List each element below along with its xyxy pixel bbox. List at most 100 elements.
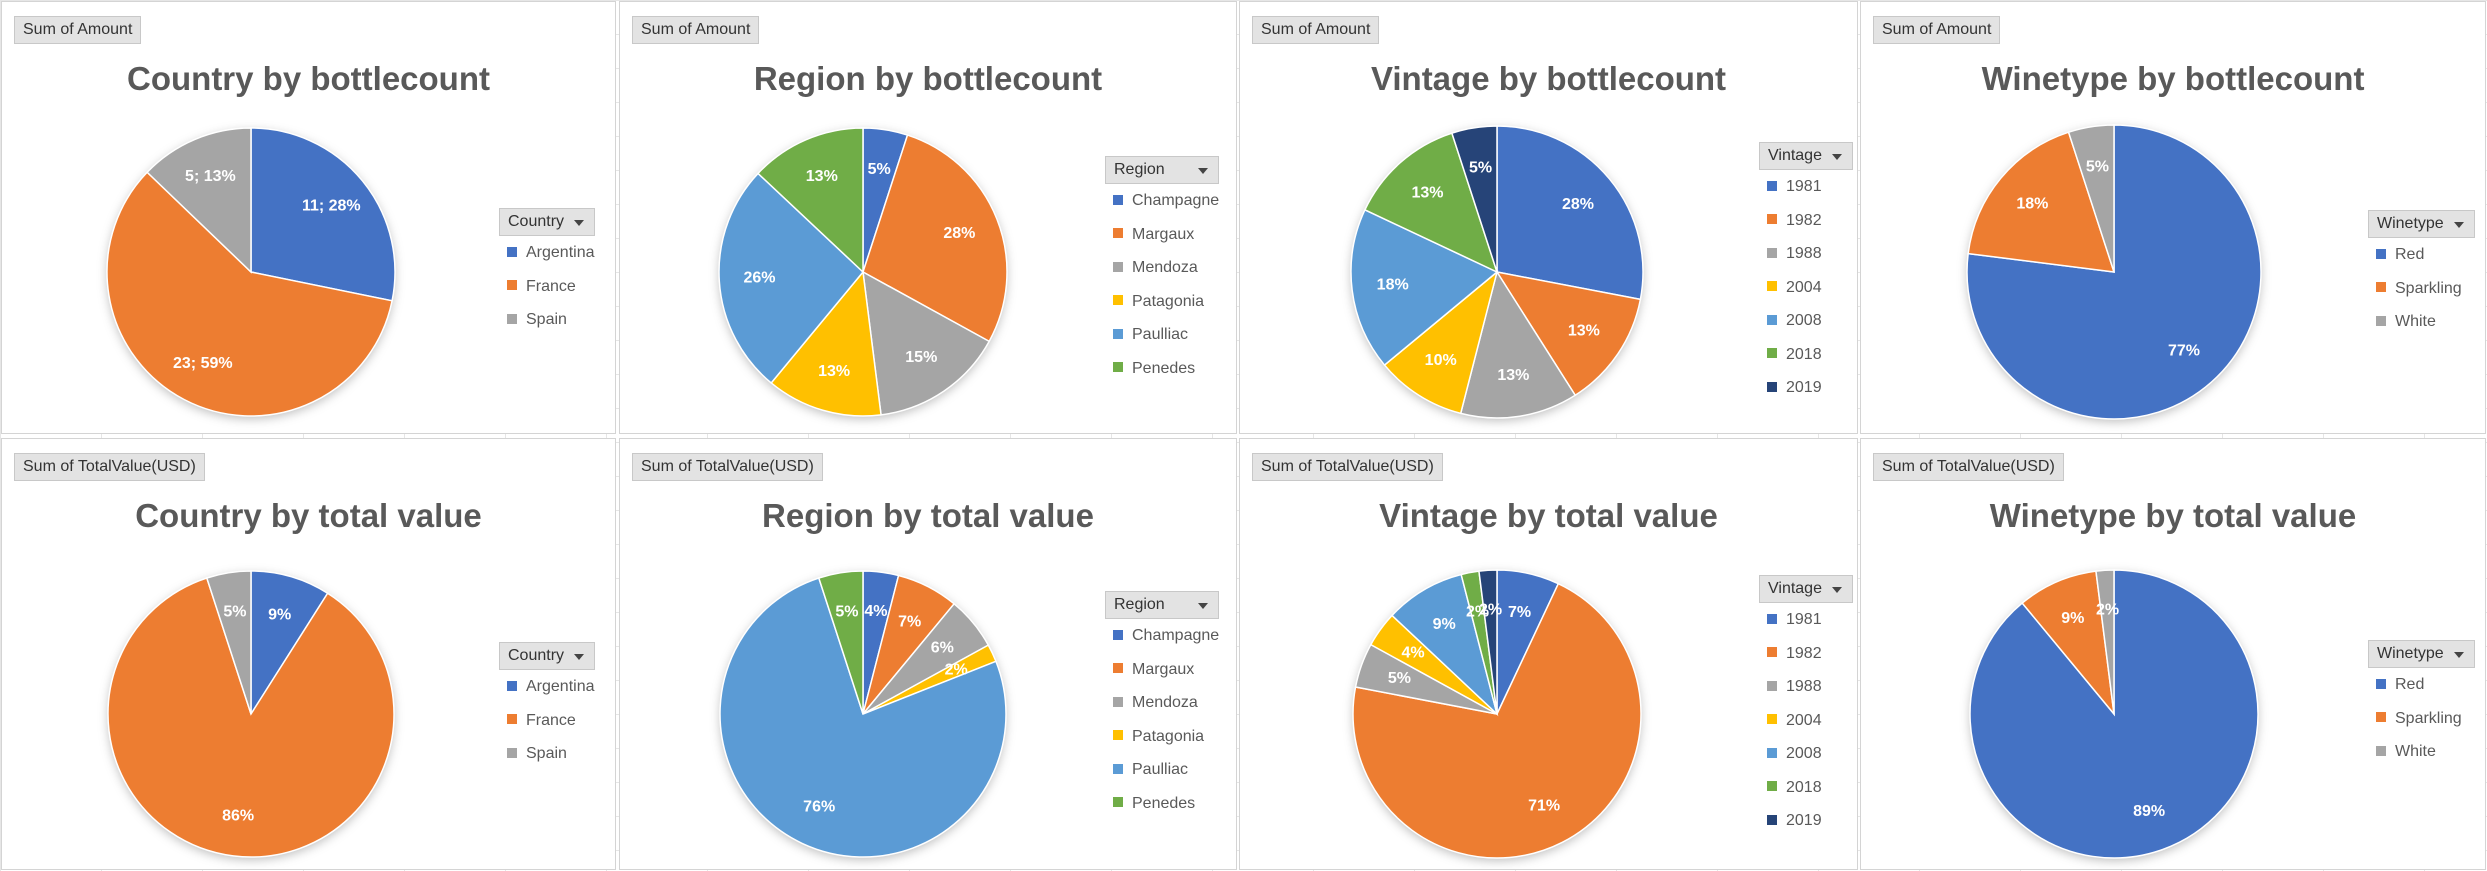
pie-slice-2008[interactable] — [1350, 208, 1499, 367]
legend-label: White — [2395, 743, 2436, 760]
pie-chart-country-by-bottlecount[interactable]: 11; 28% 23; 59% 5; 13% Sum of Amount Country… — [1, 1, 616, 434]
pie-slice-2019[interactable] — [1450, 125, 1498, 273]
legend-filter-button[interactable]: Region — [1105, 591, 1220, 619]
legend-label: Sparkling — [2395, 279, 2462, 297]
data-label-champagne: 4% — [864, 603, 887, 620]
chart-legend: Vintage 1981 1982 1988 2004 2008 2018 2019 — [1759, 575, 1853, 838]
legend-item-spain: Spain — [499, 303, 595, 337]
legend-item-sparkling: Sparkling — [2368, 702, 2475, 736]
legend-item-penedes: Penedes — [1105, 352, 1219, 386]
pie-slice-1988[interactable] — [1459, 270, 1577, 419]
dropdown-arrow-icon[interactable] — [2453, 652, 2464, 658]
pie-slice-1981[interactable] — [1496, 125, 1644, 301]
pie-chart-vintage-by-total-value[interactable]: 7% 71% 5% 4% 9% 2% 2% Sum of TotalValue(USD) Vin… — [1239, 438, 1858, 870]
pie-chart-region-by-total-value[interactable]: 4% 7% 6% 2% 76% 5% Sum of TotalValue(USD) Regio… — [619, 438, 1237, 870]
pie-chart-vintage-by-bottlecount[interactable]: 28% 13% 13% 10% 18% 13% 5% Sum of Amount Vintage… — [1239, 1, 1858, 434]
pie-slice-france[interactable] — [106, 171, 393, 417]
legend-label: 1982 — [1786, 211, 1822, 229]
legend-filter-button[interactable]: Winetype — [2368, 210, 2475, 238]
pie-slice-mendoza[interactable] — [862, 270, 991, 416]
value-field-button[interactable]: Sum of TotalValue(USD) — [14, 453, 205, 481]
dropdown-arrow-icon[interactable] — [574, 220, 585, 226]
chart-title: Winetype by bottlecount — [1981, 60, 2365, 97]
value-field-button[interactable]: Sum of TotalValue(USD) — [632, 453, 823, 481]
pie-slice-1982[interactable] — [1495, 270, 1642, 397]
legend-item-paulliac: Paulliac — [1105, 753, 1219, 787]
pie-plot-area: 9% 86% 5% — [107, 570, 395, 858]
legend-item-1981: 1981 — [1759, 170, 1853, 204]
dropdown-arrow-icon[interactable] — [1831, 154, 1842, 160]
legend-label: Argentina — [526, 678, 595, 695]
legend-filter-button[interactable]: Country — [499, 642, 596, 670]
value-field-button[interactable]: Sum of Amount — [14, 16, 142, 44]
legend-swatch — [2376, 712, 2386, 723]
pie-slice-paulliac[interactable] — [718, 172, 865, 385]
legend-filter-button[interactable]: Region — [1105, 156, 1220, 184]
data-label-1982: 13% — [1568, 322, 1600, 339]
pie-chart-winetype-by-total-value[interactable]: 89% 9% 2% Sum of TotalValue(USD) Winetype by… — [1860, 438, 2486, 870]
pie-slice-patagonia[interactable] — [770, 270, 882, 417]
legend-swatch — [2376, 315, 2386, 326]
pie-slice-margaux[interactable] — [862, 134, 1008, 343]
data-label-france: 86% — [222, 807, 254, 824]
value-field-button[interactable]: Sum of TotalValue(USD) — [1252, 453, 1443, 481]
legend-label: 1982 — [1786, 644, 1822, 662]
data-label-red: 89% — [2133, 803, 2165, 820]
pie-slice-2008[interactable] — [1390, 573, 1499, 717]
pie-slice-penedes[interactable] — [817, 570, 864, 715]
legend-label: 2019 — [1786, 812, 1822, 829]
pie-chart-country-by-total-value[interactable]: 9% 86% 5% Sum of TotalValue(USD) Country by … — [1, 438, 616, 870]
value-field-button[interactable]: Sum of Amount — [1873, 16, 2001, 44]
pie-chart-region-by-bottlecount[interactable]: 5% 28% 15% 13% 26% 13% Sum of Amount Region by … — [619, 1, 1237, 434]
data-label-1988: 5% — [1388, 670, 1411, 687]
pie-slice-white[interactable] — [2095, 569, 2115, 715]
legend-swatch — [1113, 261, 1123, 272]
legend-swatch — [1113, 629, 1123, 640]
data-label-2004: 4% — [1402, 644, 1425, 661]
legend-label: Sparkling — [2395, 709, 2462, 727]
legend-filter-button[interactable]: Winetype — [2368, 640, 2475, 668]
value-field-button[interactable]: Sum of TotalValue(USD) — [1873, 453, 2064, 481]
legend-item-red: Red — [2368, 238, 2475, 272]
legend-swatch — [1113, 194, 1123, 205]
data-label-sparkling: 18% — [2016, 196, 2048, 213]
legend-label: Margaux — [1132, 660, 1195, 678]
pie-slice-france[interactable] — [107, 577, 395, 858]
dropdown-arrow-icon[interactable] — [1831, 587, 1842, 593]
value-field-button[interactable]: Sum of Amount — [1252, 16, 1380, 44]
legend-filter-button[interactable]: Vintage — [1759, 575, 1853, 603]
value-field-button[interactable]: Sum of Amount — [632, 16, 760, 44]
pie-slice-1982[interactable] — [1352, 582, 1642, 859]
pie-slice-argentina[interactable] — [250, 570, 329, 717]
pie-slice-sparkling[interactable] — [1967, 131, 2116, 273]
pie-slice-white[interactable] — [2067, 124, 2115, 273]
pie-slice-sparkling[interactable] — [2021, 570, 2116, 717]
legend-filter-button[interactable]: Vintage — [1759, 142, 1853, 170]
chart-legend: Vintage 1981 1982 1988 2004 2008 2018 2019 — [1759, 142, 1853, 405]
legend-item-2008: 2008 — [1759, 304, 1853, 338]
legend-swatch — [1767, 180, 1777, 191]
legend-item-patagonia: Patagonia — [1105, 720, 1219, 754]
pie-chart-winetype-by-bottlecount[interactable]: 77% 18% 5% Sum of Amount Winetype by bottlec… — [1860, 1, 2486, 434]
pie-slice-spain[interactable] — [205, 570, 252, 715]
pie-slice-2019[interactable] — [1478, 569, 1498, 715]
dropdown-arrow-icon[interactable] — [574, 654, 585, 660]
pie-slice-2018[interactable] — [1363, 132, 1499, 274]
dropdown-arrow-icon[interactable] — [2453, 222, 2464, 228]
legend-item-france: France — [499, 704, 595, 738]
legend-item-sparkling: Sparkling — [2368, 272, 2475, 306]
dropdown-arrow-icon[interactable] — [1198, 603, 1209, 609]
dropdown-arrow-icon[interactable] — [1198, 168, 1209, 174]
data-label-penedes: 5% — [835, 604, 858, 621]
pie-slice-paulliac[interactable] — [719, 577, 1007, 858]
pie-slice-penedes[interactable] — [756, 127, 864, 274]
pie-slice-argentina[interactable] — [250, 127, 396, 302]
legend-item-1981: 1981 — [1759, 603, 1853, 637]
legend-swatch — [2376, 678, 2386, 689]
legend-swatch — [1113, 696, 1123, 707]
data-label-champagne: 5% — [868, 161, 891, 178]
legend-swatch — [1767, 247, 1777, 258]
pie-slice-2004[interactable] — [1383, 269, 1499, 415]
pie-slice-spain[interactable] — [146, 127, 252, 274]
legend-filter-button[interactable]: Country — [499, 208, 596, 236]
